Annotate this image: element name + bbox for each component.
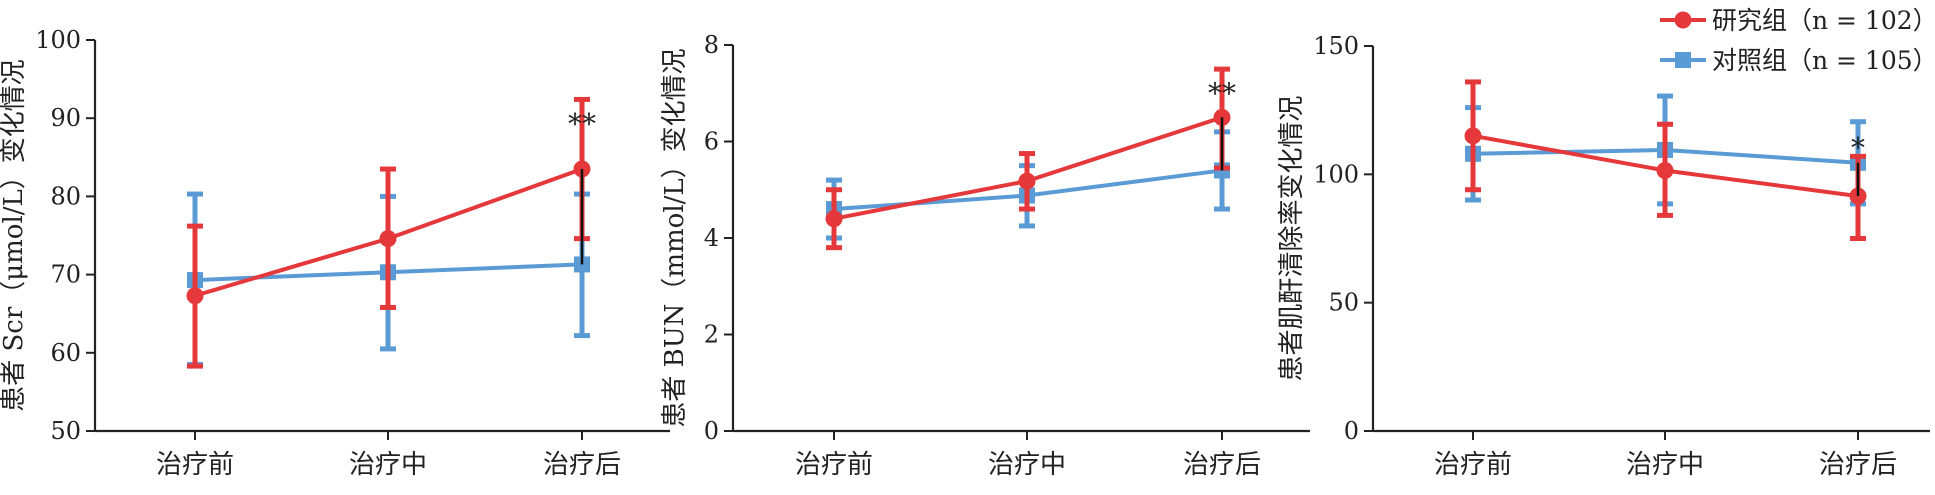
data-point [1464,127,1482,145]
series-study-group [1464,79,1867,241]
y-tick-label: 150 [1313,32,1359,60]
y-tick-label: 100 [1313,160,1359,188]
y-tick-label: 0 [704,417,719,445]
significance-stars: ** [568,107,596,140]
data-point [186,287,204,305]
x-tick-label: 治疗前 [156,450,234,480]
y-axis-label: 患者肌酐清除率变化情况 [1277,95,1307,381]
legend-label: 研究组（n = 102） [1712,6,1935,35]
significance-stars: ** [1208,77,1236,110]
y-tick-label: 0 [1344,417,1359,445]
significance-stars: * [1851,132,1865,165]
x-tick-label: 治疗前 [1434,450,1512,480]
y-tick-label: 50 [50,417,81,445]
y-tick-label: 100 [35,26,81,54]
legend-label: 对照组（n = 105） [1712,46,1935,75]
x-tick-label: 治疗中 [1626,450,1704,480]
legend-item: 对照组（n = 105） [1660,46,1935,75]
data-point [825,210,843,228]
y-tick-label: 80 [50,182,81,210]
x-tick-label: 治疗中 [349,450,427,480]
y-tick-label: 8 [704,31,719,59]
y-tick-label: 6 [704,128,719,156]
y-tick-label: 50 [1328,289,1359,317]
x-tick-label: 治疗后 [1819,450,1897,480]
y-axis-label: 患者 Scr（μmol/L）变化情况 [0,59,29,412]
y-tick-label: 4 [704,224,719,252]
x-tick-label: 治疗前 [795,450,873,480]
x-tick-label: 治疗后 [1183,450,1261,480]
y-tick-label: 60 [50,339,81,367]
legend-marker [1675,52,1691,68]
y-tick-label: 70 [50,261,81,289]
y-axis-label: 患者 BUN（mmol/L）变化情况 [660,48,690,427]
legend-marker [1674,11,1692,29]
y-tick-label: 90 [50,104,81,132]
chart-panel-3: 0 50 100 150 治疗前 治疗中 治疗后 患者肌酐清除率变化情况 * [1277,32,1930,480]
legend: 研究组（n = 102） 对照组（n = 105） [1660,6,1935,75]
data-point [379,230,397,248]
y-tick-label: 2 [704,321,719,349]
chart-panel-1: 50 60 70 80 90 100 治疗前 治疗中 治疗后 患者 Scr（μmol/L）变化情况… [0,26,670,480]
data-point [1018,172,1036,190]
chart-panel-2: 0 2 4 6 8 治疗前 治疗中 治疗后 患者 BUN（mmol/L）变化情况 ** [660,31,1310,480]
x-tick-label: 治疗中 [988,450,1066,480]
legend-item: 研究组（n = 102） [1660,6,1935,35]
x-tick-label: 治疗后 [543,450,621,480]
data-point [1656,161,1674,179]
